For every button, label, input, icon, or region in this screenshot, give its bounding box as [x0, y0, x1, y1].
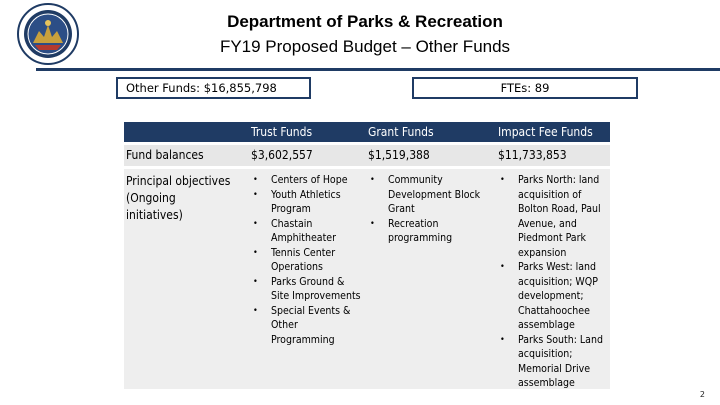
list-item: • Special Events & Other Programming [253, 304, 351, 346]
objectives-row: Principal objectives (Ongoing initiative… [124, 169, 610, 389]
list-item: • Recreation programming [370, 217, 453, 245]
page-number: 2 [699, 390, 705, 399]
fund-balances-row: Fund balances $3,602,557 $1,519,388 $11,… [124, 145, 610, 166]
impact-objectives-list: • Parks North: land acquisition of Bolton… [498, 173, 606, 391]
list-item: • Centers of Hope [253, 174, 348, 186]
col-header-trust: Trust Funds [251, 125, 313, 139]
impact-balance: $11,733,853 [498, 148, 567, 162]
col-header-grant: Grant Funds [368, 125, 434, 139]
page-title: Department of Parks & Recreation [227, 12, 503, 31]
fund-balances-label: Fund balances [126, 148, 204, 162]
trust-objectives-list: • Centers of Hope • Youth Athletics Progra… [251, 173, 361, 347]
trust-balance: $3,602,557 [251, 148, 313, 162]
header-divider [36, 68, 720, 71]
list-item: • Youth Athletics Program [253, 188, 341, 216]
list-item: • Community Development Block Grant [370, 174, 481, 215]
city-seal-icon [17, 3, 79, 65]
list-item: • Parks West: land acquisition; WQP devel… [500, 261, 598, 331]
col-header-impact: Impact Fee Funds [498, 125, 593, 139]
other-funds-box: Other Funds: $16,855,798 [116, 77, 311, 99]
list-item: • Chastain Amphitheater [253, 217, 336, 245]
grant-objectives-list: • Community Development Block Grant • Recr… [368, 173, 493, 246]
list-item: • Tennis Center Operations [253, 246, 336, 274]
table-header-row: Trust Funds Grant Funds Impact Fee Funds [124, 122, 610, 142]
list-item: • Parks North: land acquisition of Bolton… [500, 174, 601, 259]
list-item: • Parks Ground & Site Improvements [253, 275, 361, 303]
list-item: • Parks South: Land acquisition; Memorial… [500, 333, 603, 390]
objectives-label: Principal objectives (Ongoing initiative… [126, 174, 231, 222]
ftes-box: FTEs: 89 [412, 77, 638, 99]
grant-balance: $1,519,388 [368, 148, 430, 162]
page-subtitle: FY19 Proposed Budget – Other Funds [219, 37, 511, 56]
